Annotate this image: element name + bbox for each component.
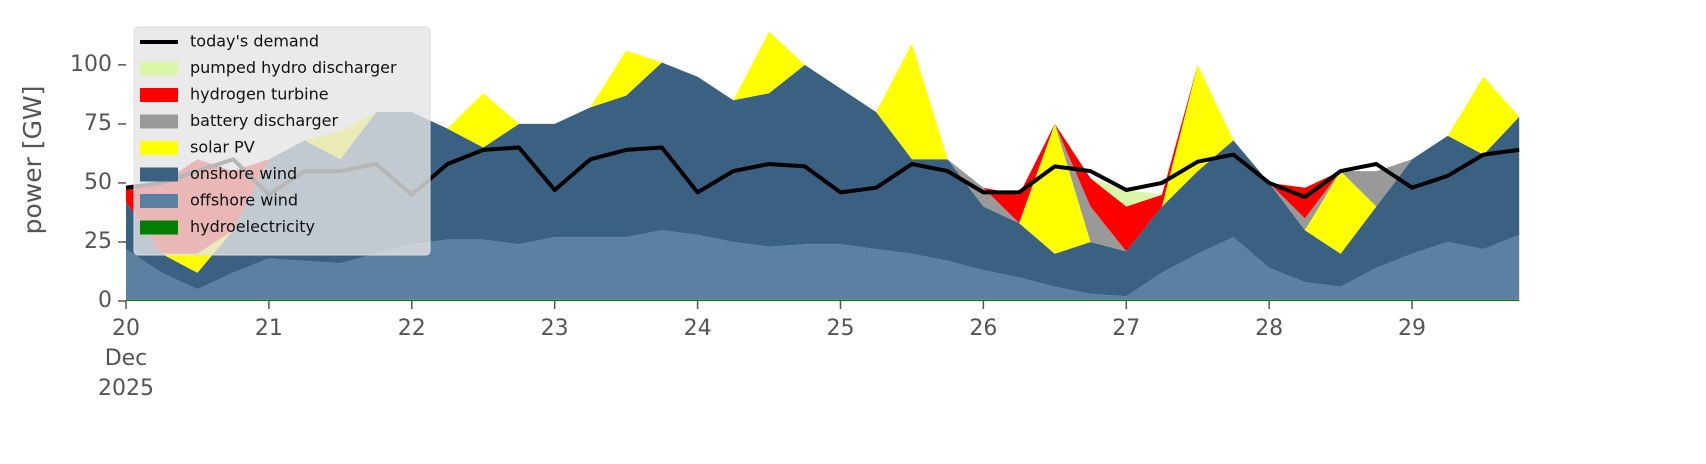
legend-label: battery discharger	[190, 111, 338, 130]
x-tick-label: 26	[969, 316, 997, 341]
y-tick-label: 25	[84, 229, 112, 254]
y-tick-label: 0	[98, 288, 112, 313]
x-tick-label: 21	[255, 316, 283, 341]
legend-label: pumped hydro discharger	[190, 58, 397, 77]
legend-swatch	[140, 141, 178, 155]
area	[126, 230, 1520, 300]
x-tick-label: 23	[541, 316, 569, 341]
x-tick-label: 20	[112, 316, 140, 341]
legend-label: hydroelectricity	[190, 217, 315, 236]
legend-label: today's demand	[190, 32, 319, 51]
y-tick-label: 100	[70, 52, 112, 77]
y-tick-label: 75	[84, 111, 112, 136]
x-tick-label: 25	[826, 316, 854, 341]
y-axis-label: power [GW]	[18, 86, 47, 235]
area	[126, 299, 1520, 301]
legend-swatch	[140, 61, 178, 76]
legend-swatch	[140, 220, 178, 235]
x-tick-year: 2025	[98, 376, 154, 401]
legend-label: onshore wind	[190, 164, 297, 183]
legend-swatch	[140, 114, 178, 129]
legend: today's demand pumped hydro discharger hyd…	[133, 26, 431, 256]
x-tick-label: 27	[1112, 316, 1140, 341]
y-tick-label: 50	[84, 170, 112, 195]
x-tick-label: 29	[1398, 316, 1426, 341]
legend-label: hydrogen turbine	[190, 85, 329, 104]
x-tick-label: 24	[684, 316, 712, 341]
x-tick-label: 28	[1255, 316, 1283, 341]
legend-label: offshore wind	[190, 191, 298, 210]
legend-swatch	[140, 167, 178, 182]
legend-swatch	[140, 88, 178, 102]
legend-label: solar PV	[190, 138, 255, 157]
legend-swatch	[140, 194, 178, 208]
legend-box	[133, 26, 431, 256]
x-tick-month: Dec	[105, 346, 148, 371]
x-tick-label: 22	[398, 316, 426, 341]
